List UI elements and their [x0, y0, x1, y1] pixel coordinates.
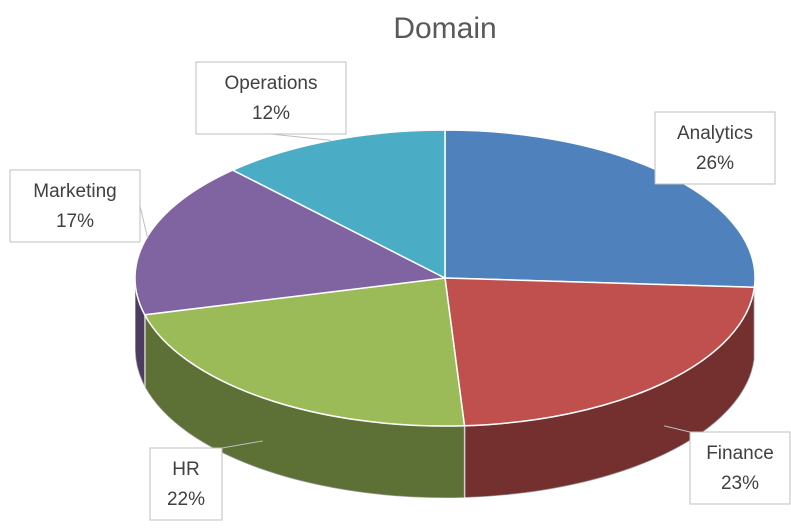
value-label: 23% — [721, 473, 759, 494]
side-shade — [464, 287, 755, 498]
value-label: 12% — [252, 103, 290, 124]
label-box — [9, 169, 141, 243]
leader-line — [664, 425, 691, 433]
category-label: Analytics — [677, 123, 753, 144]
category-label: Finance — [706, 443, 774, 464]
label-box — [654, 111, 776, 185]
label-box — [195, 61, 347, 135]
label-box — [689, 431, 791, 505]
side-shade — [135, 278, 145, 387]
side-shade — [144, 314, 465, 498]
slice — [134, 169, 448, 316]
category-label: Operations — [225, 73, 318, 94]
leader-line — [221, 440, 263, 449]
value-label: 22% — [167, 489, 205, 510]
slice — [444, 277, 756, 427]
value-label: 17% — [56, 211, 94, 232]
category-label: HR — [172, 459, 199, 480]
slice — [143, 277, 466, 427]
label-box — [149, 447, 223, 521]
chart-title: Domain — [393, 12, 496, 45]
leader-line — [139, 205, 148, 237]
leader-line — [270, 133, 331, 141]
category-label: Marketing — [33, 181, 116, 202]
value-label: 26% — [696, 153, 734, 174]
